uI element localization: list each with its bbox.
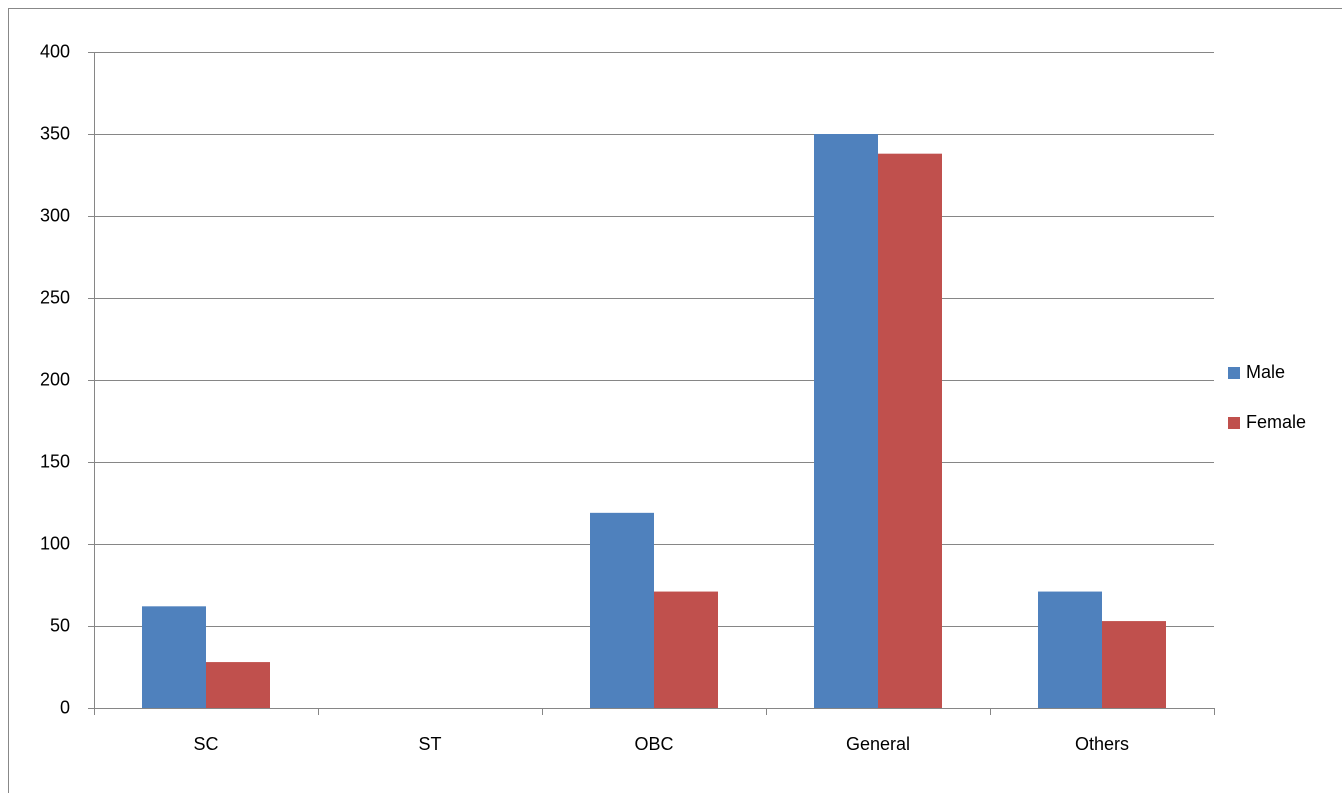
y-tick-label: 50: [50, 615, 70, 635]
y-tick-label: 100: [40, 533, 70, 553]
x-tick-label: ST: [418, 734, 441, 754]
y-tick-label: 200: [40, 369, 70, 389]
legend-swatch: [1228, 367, 1240, 379]
bar: [1038, 591, 1102, 708]
bar: [1102, 621, 1166, 708]
y-tick-label: 400: [40, 41, 70, 61]
x-tick-label: SC: [193, 734, 218, 754]
legend-label: Female: [1246, 412, 1306, 432]
legend-swatch: [1228, 417, 1240, 429]
bar: [142, 606, 206, 708]
bar: [878, 153, 942, 708]
y-tick-label: 300: [40, 205, 70, 225]
bar: [814, 134, 878, 708]
x-tick-label: General: [846, 734, 910, 754]
bar: [206, 662, 270, 708]
y-tick-label: 250: [40, 287, 70, 307]
y-tick-label: 150: [40, 451, 70, 471]
legend-label: Male: [1246, 362, 1285, 382]
chart-border: [8, 8, 1342, 793]
bar: [590, 512, 654, 708]
y-tick-label: 350: [40, 123, 70, 143]
x-tick-label: OBC: [634, 734, 673, 754]
bar: [654, 591, 718, 708]
y-tick-label: 0: [60, 697, 70, 717]
x-tick-label: Others: [1075, 734, 1129, 754]
